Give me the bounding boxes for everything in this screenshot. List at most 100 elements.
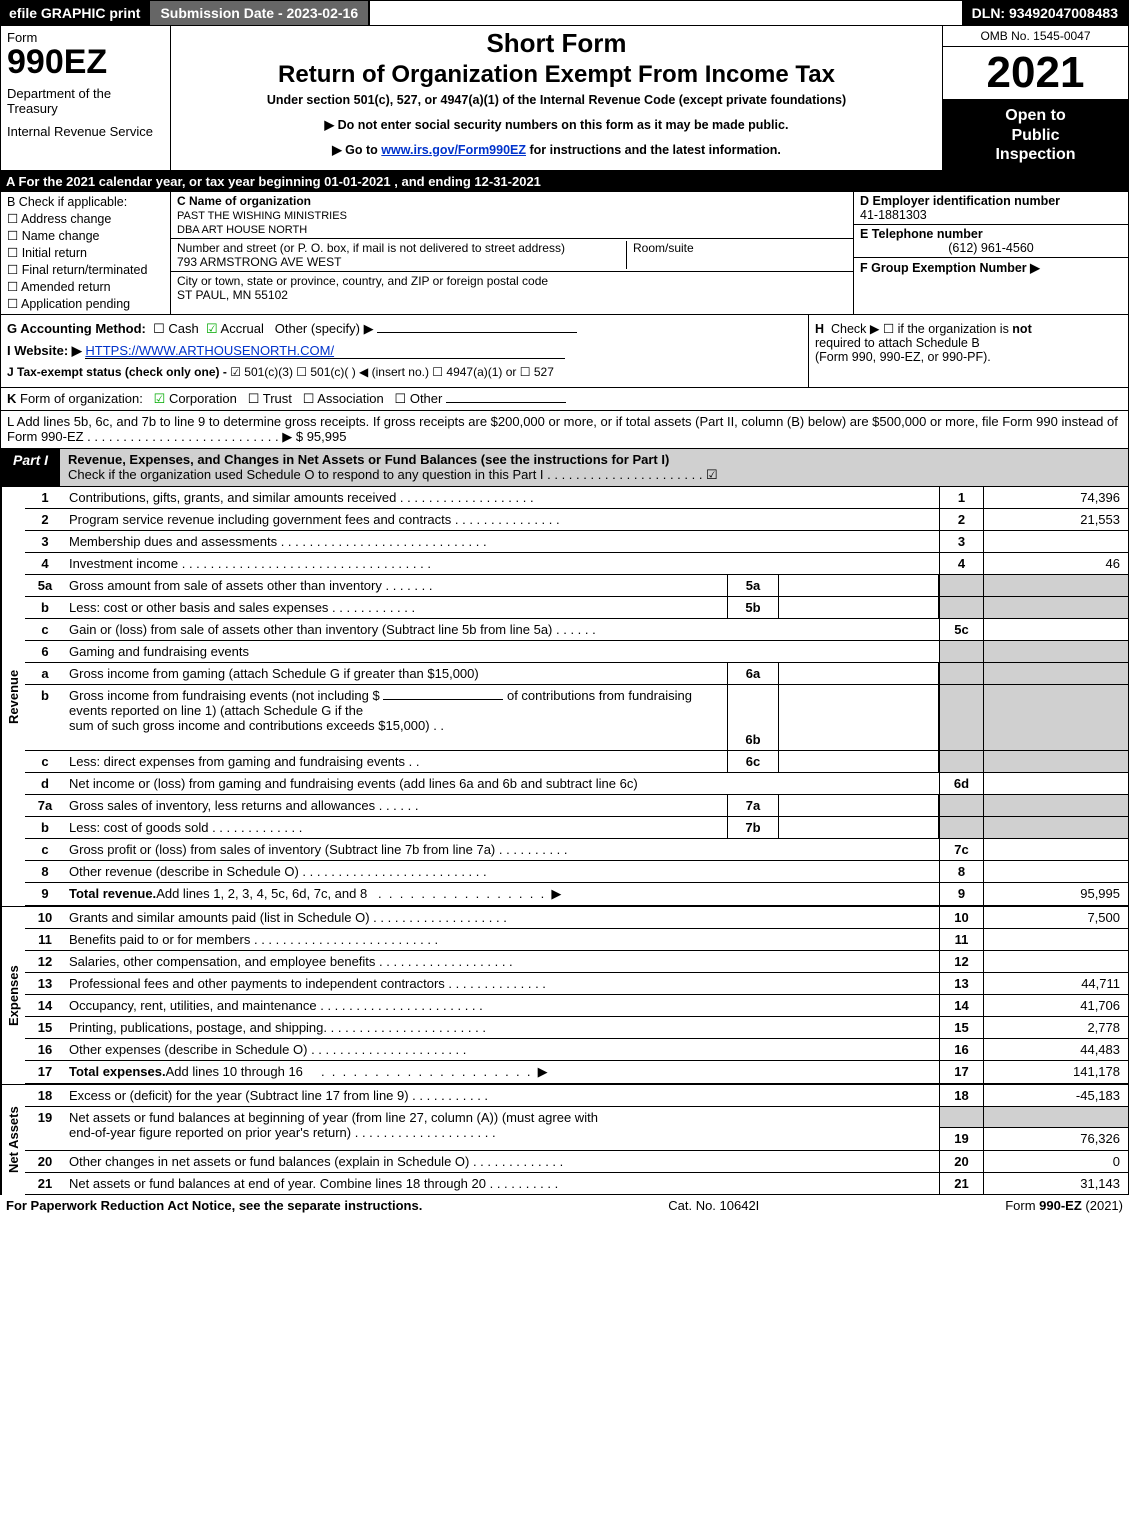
f-label: F Group Exemption Number ▶: [860, 261, 1040, 275]
line-11: 11 Benefits paid to or for members . . .…: [25, 929, 1128, 951]
line-5b: b Less: cost or other basis and sales ex…: [25, 597, 1128, 619]
section-bcdef: B Check if applicable: ☐ Address change …: [0, 192, 1129, 315]
header-right: OMB No. 1545-0047 2021 Open to Public In…: [943, 26, 1128, 170]
instr-pre: ▶ Go to: [332, 143, 381, 157]
l-text: L Add lines 5b, 6c, and 7b to line 9 to …: [7, 414, 1118, 444]
line-12: 12 Salaries, other compensation, and emp…: [25, 951, 1128, 973]
header-center: Short Form Return of Organization Exempt…: [171, 26, 943, 170]
section-l: L Add lines 5b, 6c, and 7b to line 9 to …: [0, 411, 1129, 449]
line-1-desc: Contributions, gifts, grants, and simila…: [65, 487, 939, 508]
submission-date: Submission Date - 2023-02-16: [148, 1, 370, 25]
line-14-val: 41,706: [983, 995, 1128, 1016]
street-label: Number and street (or P. O. box, if mail…: [177, 241, 565, 255]
top-spacer: [370, 1, 962, 25]
line-6: 6 Gaming and fundraising events: [25, 641, 1128, 663]
section-g: G Accounting Method: ☐ Cash ☑ Accrual Ot…: [7, 321, 802, 337]
city-row: City or town, state or province, country…: [171, 272, 853, 304]
g-other[interactable]: Other (specify) ▶: [275, 321, 374, 336]
part-1-title: Revenue, Expenses, and Changes in Net As…: [60, 449, 1128, 486]
line-2-desc: Program service revenue including govern…: [65, 509, 939, 530]
title-main: Return of Organization Exempt From Incom…: [179, 61, 934, 89]
line-20-val: 0: [983, 1151, 1128, 1172]
website-link[interactable]: HTTPS://WWW.ARTHOUSENORTH.COM/: [85, 343, 565, 359]
dept-treasury: Department of the Treasury: [7, 87, 164, 117]
org-name1: PAST THE WISHING MINISTRIES: [177, 210, 347, 222]
cb-address-change[interactable]: ☐ Address change: [7, 211, 164, 226]
cb-final-return[interactable]: ☐ Final return/terminated: [7, 262, 164, 277]
line-6d: d Net income or (loss) from gaming and f…: [25, 773, 1128, 795]
line-7b: b Less: cost of goods sold . . . . . . .…: [25, 817, 1128, 839]
k-other-input[interactable]: [446, 402, 566, 403]
irs-link[interactable]: www.irs.gov/Form990EZ: [381, 143, 526, 157]
part-1-check[interactable]: Check if the organization used Schedule …: [68, 467, 718, 482]
line-5c: c Gain or (loss) from sale of assets oth…: [25, 619, 1128, 641]
section-e: E Telephone number (612) 961-4560: [854, 225, 1128, 258]
efile-label[interactable]: efile GRAPHIC print: [1, 1, 148, 25]
line-17: 17 Total expenses. Add lines 10 through …: [25, 1061, 1128, 1084]
line-17-val: 141,178: [983, 1061, 1128, 1083]
section-j: J Tax-exempt status (check only one) - ☑…: [7, 365, 802, 379]
instr-ssn: ▶ Do not enter social security numbers o…: [179, 117, 934, 132]
street-addr: Number and street (or P. O. box, if mail…: [177, 241, 627, 269]
ein-value: 41-1881303: [860, 208, 927, 222]
cb-application-pending[interactable]: ☐ Application pending: [7, 296, 164, 311]
e-label: E Telephone number: [860, 227, 983, 241]
h-line3: (Form 990, 990-EZ, or 990-PF).: [815, 350, 1122, 364]
line-15: 15 Printing, publications, postage, and …: [25, 1017, 1128, 1039]
city-value: ST PAUL, MN 55102: [177, 288, 288, 302]
line-16: 16 Other expenses (describe in Schedule …: [25, 1039, 1128, 1061]
form-header: Form 990EZ Department of the Treasury In…: [0, 26, 1129, 171]
g-other-input[interactable]: [377, 332, 577, 333]
line-20: 20 Other changes in net assets or fund b…: [25, 1151, 1128, 1173]
cb-amended-return[interactable]: ☐ Amended return: [7, 279, 164, 294]
instr-goto: ▶ Go to www.irs.gov/Form990EZ for instru…: [179, 142, 934, 157]
line-19: 19 Net assets or fund balances at beginn…: [25, 1107, 1128, 1151]
part-1-title-text: Revenue, Expenses, and Changes in Net As…: [68, 452, 669, 467]
g-cash[interactable]: Cash: [168, 321, 198, 336]
section-f: F Group Exemption Number ▶: [854, 258, 1128, 314]
cb-name-change[interactable]: ☐ Name change: [7, 228, 164, 243]
section-def: D Employer identification number 41-1881…: [853, 192, 1128, 314]
line-9-val: 95,995: [983, 883, 1128, 905]
form-number: 990EZ: [7, 45, 164, 79]
side-label-net-assets: Net Assets: [1, 1085, 25, 1195]
tax-year: 2021: [943, 47, 1128, 100]
line-6b: b Gross income from fundraising events (…: [25, 685, 1128, 751]
line-8: 8 Other revenue (describe in Schedule O)…: [25, 861, 1128, 883]
line-18: 18 Excess or (deficit) for the year (Sub…: [25, 1085, 1128, 1107]
line-5a: 5a Gross amount from sale of assets othe…: [25, 575, 1128, 597]
line-10-val: 7,500: [983, 907, 1128, 928]
omb-number: OMB No. 1545-0047: [943, 26, 1128, 47]
org-name-row: C Name of organization PAST THE WISHING …: [171, 192, 853, 239]
d-label: D Employer identification number: [860, 194, 1060, 208]
line-2: 2 Program service revenue including gove…: [25, 509, 1128, 531]
section-c: C Name of organization PAST THE WISHING …: [171, 192, 853, 314]
side-label-expenses: Expenses: [1, 907, 25, 1084]
line-1-val: 74,396: [983, 487, 1128, 508]
subtitle: Under section 501(c), 527, or 4947(a)(1)…: [179, 93, 934, 107]
line-1-refnum: 1: [939, 487, 983, 508]
instr-post: for instructions and the latest informat…: [526, 143, 781, 157]
h-line2: required to attach Schedule B: [815, 336, 1122, 350]
j-label: J Tax-exempt status (check only one) -: [7, 365, 227, 379]
c-label: C Name of organization: [177, 194, 311, 208]
footer-left: For Paperwork Reduction Act Notice, see …: [6, 1198, 422, 1213]
line-1: 1 Contributions, gifts, grants, and simi…: [25, 487, 1128, 509]
header-left: Form 990EZ Department of the Treasury In…: [1, 26, 171, 170]
cb-initial-return[interactable]: ☐ Initial return: [7, 245, 164, 260]
gij-left: G Accounting Method: ☐ Cash ☑ Accrual Ot…: [1, 315, 808, 387]
footer-center: Cat. No. 10642I: [422, 1198, 1005, 1213]
line-18-val: -45,183: [983, 1085, 1128, 1106]
dept-irs: Internal Revenue Service: [7, 125, 164, 140]
g-accrual[interactable]: Accrual: [221, 321, 264, 336]
line-15-val: 2,778: [983, 1017, 1128, 1038]
j-options[interactable]: ☑ 501(c)(3) ☐ 501(c)( ) ◀ (insert no.) ☐…: [230, 365, 554, 379]
suite-col: Room/suite: [627, 241, 847, 269]
line-6a: a Gross income from gaming (attach Sched…: [25, 663, 1128, 685]
section-k[interactable]: K Form of organization: ☑ Corporation ☐ …: [0, 388, 1129, 411]
section-a: A For the 2021 calendar year, or tax yea…: [0, 171, 1129, 192]
line-13: 13 Professional fees and other payments …: [25, 973, 1128, 995]
line-21-val: 31,143: [983, 1173, 1128, 1194]
h-line1[interactable]: H Check ▶ ☐ if the organization is not: [815, 321, 1122, 336]
open-line3: Inspection: [947, 145, 1124, 164]
